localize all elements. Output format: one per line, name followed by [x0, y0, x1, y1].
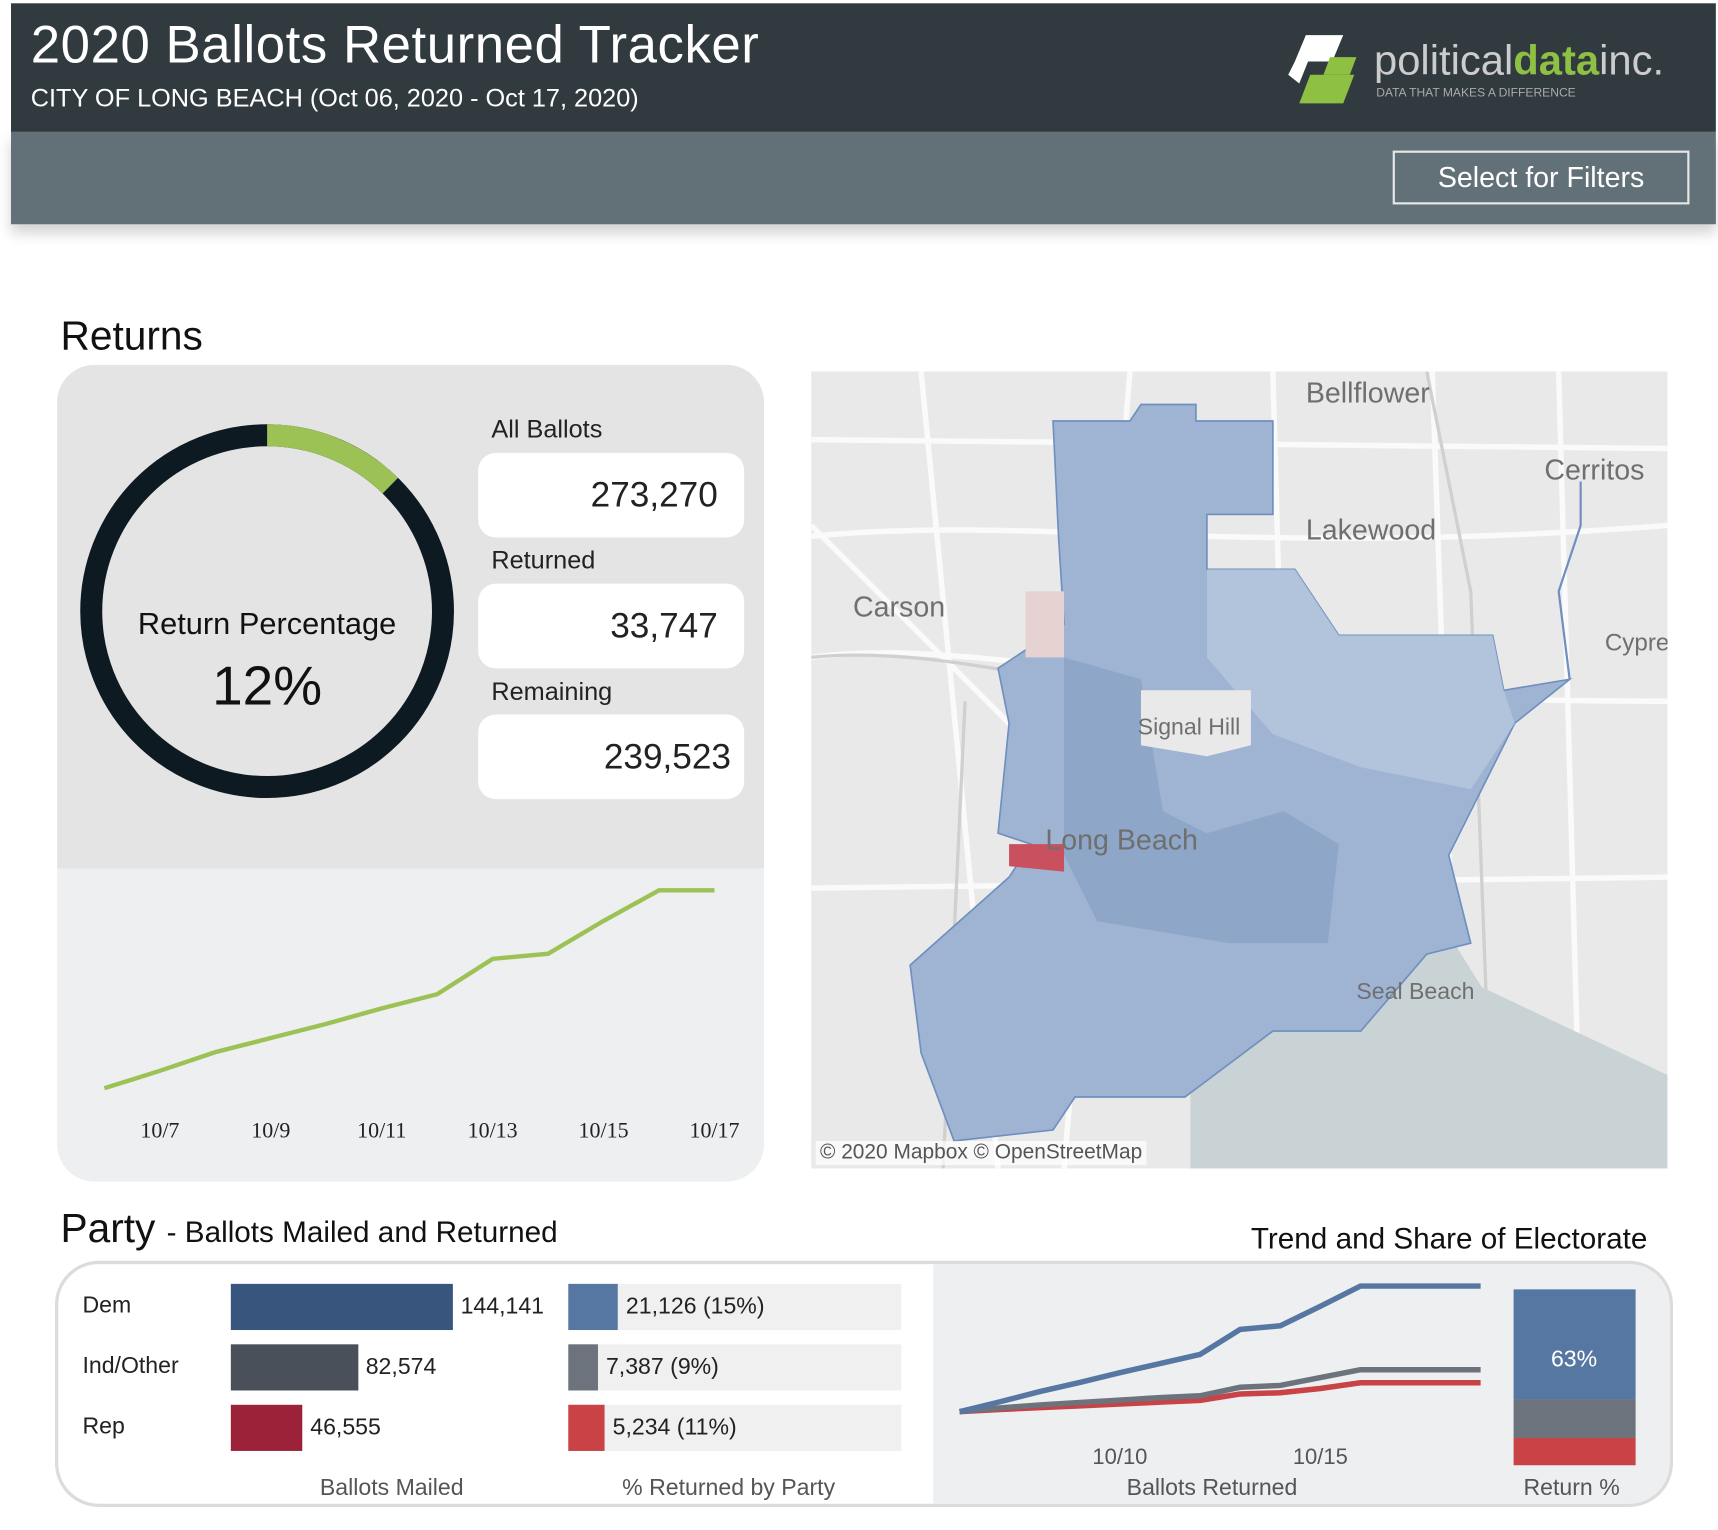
company-logo: politicaldatainc. DATA THAT MAKES A DIFF… [1286, 31, 1682, 112]
x-tick-label: 10/15 [1293, 1444, 1348, 1469]
party-label: Ind/Other [82, 1353, 179, 1379]
select-filters-button[interactable]: Select for Filters [1392, 150, 1690, 205]
axis-pct-returned: % Returned by Party [622, 1475, 836, 1501]
returns-trend-chart: 10/7 10/9 10/11 10/13 10/15 10/17 [103, 888, 740, 1143]
filter-band [10, 131, 1716, 225]
share-segment-dem[interactable] [1513, 1289, 1636, 1400]
donut-value: 12% [212, 655, 323, 717]
party-title: Party [60, 1205, 156, 1251]
pct-returned-bar[interactable] [568, 1283, 619, 1331]
pct-track [568, 1344, 902, 1391]
share-segment-rep[interactable] [1513, 1437, 1636, 1466]
map-label-seal-beach: Seal Beach [1356, 979, 1475, 1005]
kpi-label-remaining: Remaining [491, 677, 613, 706]
donut-chart [80, 424, 454, 799]
x-tick-label: 10/10 [1092, 1444, 1147, 1469]
map-canvas [811, 371, 1668, 1169]
x-tick-label: 10/11 [357, 1118, 406, 1143]
trend-line-ind-other [959, 1366, 1481, 1415]
map-attribution[interactable]: © 2020 Mapbox © OpenStreetMap [815, 1140, 1147, 1166]
pct-returned-value: 7,387 (9%) [605, 1354, 719, 1380]
logo-tagline: DATA THAT MAKES A DIFFERENCE [1376, 86, 1576, 100]
x-tick-label: 10/17 [689, 1118, 739, 1143]
pct-returned-bar[interactable] [568, 1344, 599, 1391]
logo-text: politicaldatainc. [1374, 37, 1664, 84]
mailed-bar[interactable] [230, 1404, 303, 1451]
share-segment-ind-other[interactable] [1513, 1399, 1636, 1438]
map-label-bellflower: Bellflower [1305, 375, 1430, 409]
pct-track [568, 1404, 902, 1451]
pct-returned-value: 21,126 (15%) [625, 1293, 765, 1320]
party-panel: Dem 144,141 21,126 (15%) Ind/Other 82,574 7,3… [54, 1260, 1673, 1508]
pct-track [568, 1283, 902, 1331]
party-label: Rep [82, 1413, 125, 1439]
mailed-bar[interactable] [230, 1344, 359, 1391]
trend-heading: Trend and Share of Electorate [1250, 1222, 1648, 1256]
kpi-value-remaining: 239,523 [478, 714, 745, 800]
kpi-label-returned: Returned [491, 545, 596, 574]
donut-label: Return Percentage [137, 606, 397, 641]
party-subtitle: - Ballots Mailed and Returned [166, 1215, 558, 1249]
kpi-value-all: 273,270 [478, 452, 745, 538]
donut-track [80, 424, 454, 799]
logo-mark-icon: politicaldatainc. DATA THAT MAKES A DIFF… [1288, 35, 1664, 104]
axis-ballots-returned: Ballots Returned [1126, 1475, 1298, 1501]
x-tick-label: 10/13 [468, 1118, 518, 1143]
page-subtitle: CITY OF LONG BEACH (Oct 06, 2020 - Oct 1… [30, 83, 639, 113]
trend-line-rep [959, 1380, 1481, 1415]
precinct-map[interactable]: Bellflower Cerritos Lakewood Carson Cypr… [811, 371, 1668, 1169]
page-title: 2020 Ballots Returned Tracker [30, 16, 760, 75]
map-label-long-beach: Long Beach [1045, 823, 1198, 857]
x-tick-label: 10/7 [140, 1118, 179, 1143]
returns-trend-line [103, 888, 715, 1091]
mailed-value: 46,555 [310, 1414, 381, 1440]
map-label-cerritos: Cerritos [1544, 452, 1645, 486]
axis-ballots-mailed: Ballots Mailed [319, 1475, 464, 1501]
returns-panel: Return Percentage 12% All Ballots 273,27… [57, 364, 764, 1182]
mailed-value: 144,141 [460, 1293, 545, 1320]
kpi-label-all: All Ballots [491, 414, 603, 443]
pct-returned-value: 5,234 (11%) [612, 1414, 737, 1440]
party-label: Dem [82, 1292, 132, 1318]
pct-returned-bar[interactable] [568, 1404, 605, 1451]
axis-return-pct: Return % [1523, 1475, 1620, 1501]
x-tick-label: 10/15 [579, 1118, 629, 1143]
map-label-signal-hill: Signal Hill [1137, 714, 1241, 740]
mailed-value: 82,574 [365, 1354, 437, 1380]
header-bar [10, 3, 1716, 132]
kpi-value-returned: 33,747 [478, 583, 745, 669]
party-heading: Party - Ballots Mailed and Returned [60, 1206, 557, 1252]
return-donut: Return Percentage 12% [77, 414, 499, 810]
share-data-label: 63% [1551, 1345, 1597, 1371]
map-label-cypress: Cypre [1604, 628, 1668, 657]
map-label-lakewood: Lakewood [1305, 513, 1437, 547]
returns-heading: Returns [60, 313, 203, 359]
party-trend-chart: 10/10 10/15 63% [958, 1283, 1636, 1469]
mailed-bar[interactable] [230, 1283, 453, 1331]
map-label-carson: Carson [852, 590, 946, 624]
trend-line-dem [958, 1283, 1481, 1415]
x-tick-label: 10/9 [251, 1118, 290, 1143]
